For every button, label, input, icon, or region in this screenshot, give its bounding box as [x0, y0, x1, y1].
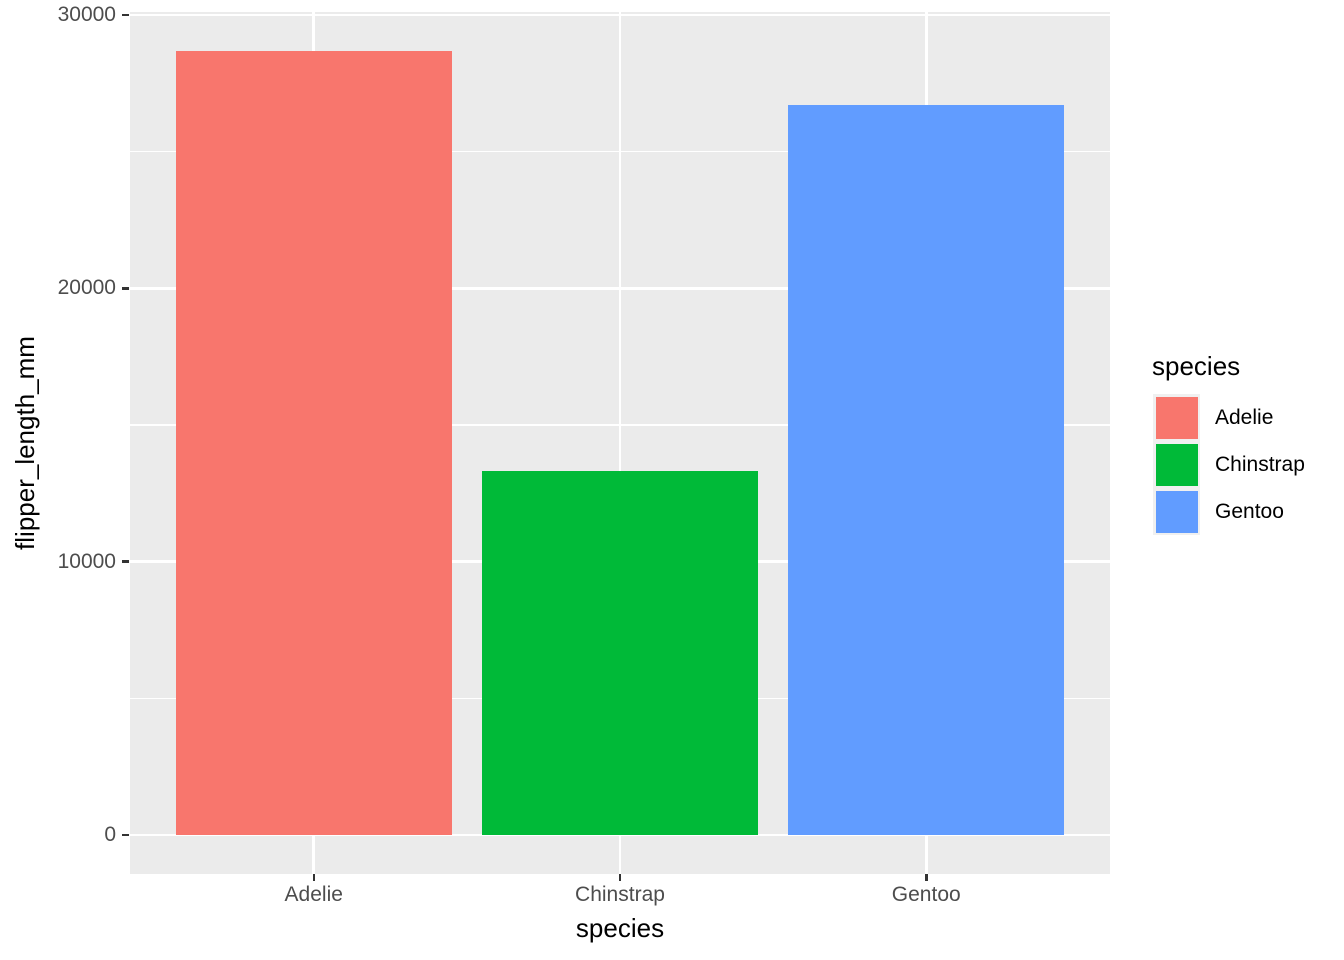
- legend-label: Adelie: [1215, 405, 1274, 429]
- bar-chinstrap: [482, 471, 758, 835]
- legend-swatch-gentoo: [1155, 490, 1198, 533]
- y-tick-label: 10000: [57, 549, 116, 573]
- x-tick-label-adelie: Adelie: [284, 883, 343, 906]
- y-axis-tick: [122, 833, 129, 837]
- x-axis-tick: [925, 874, 928, 881]
- plot-panel: [130, 12, 1110, 874]
- legend-swatch-adelie: [1155, 396, 1198, 439]
- legend-swatch-chinstrap: [1155, 443, 1198, 486]
- legend-entry-gentoo: Gentoo: [1153, 488, 1305, 535]
- x-tick-label-gentoo: Gentoo: [891, 883, 961, 906]
- legend-entries: Adelie Chinstrap Gentoo: [1153, 394, 1305, 535]
- x-axis-tick: [312, 874, 315, 881]
- legend-label: Gentoo: [1215, 499, 1284, 523]
- legend-title: species: [1152, 351, 1241, 381]
- legend-key: [1153, 394, 1200, 441]
- y-axis-tick: [122, 13, 129, 17]
- x-axis-tick: [618, 874, 622, 881]
- x-tick-label-chinstrap: Chinstrap: [575, 883, 665, 906]
- legend-key: [1153, 488, 1200, 535]
- y-tick-label: 0: [104, 822, 116, 846]
- bar-gentoo: [788, 104, 1065, 835]
- y-tick-label: 20000: [57, 276, 116, 300]
- legend-key: [1153, 441, 1200, 488]
- legend: species Adelie Chinstrap Gentoo: [1152, 350, 1305, 535]
- x-axis-title: species: [575, 913, 665, 943]
- legend-entry-chinstrap: Chinstrap: [1153, 441, 1305, 488]
- legend-entry-adelie: Adelie: [1153, 394, 1305, 441]
- bar-adelie: [175, 51, 452, 835]
- y-axis-tick: [122, 287, 129, 290]
- gridline-major-x: [618, 12, 622, 874]
- y-tick-label: 30000: [57, 3, 116, 27]
- legend-label: Chinstrap: [1215, 452, 1305, 476]
- y-axis-tick: [122, 560, 129, 563]
- y-axis-title: flipper_length_mm: [10, 336, 40, 550]
